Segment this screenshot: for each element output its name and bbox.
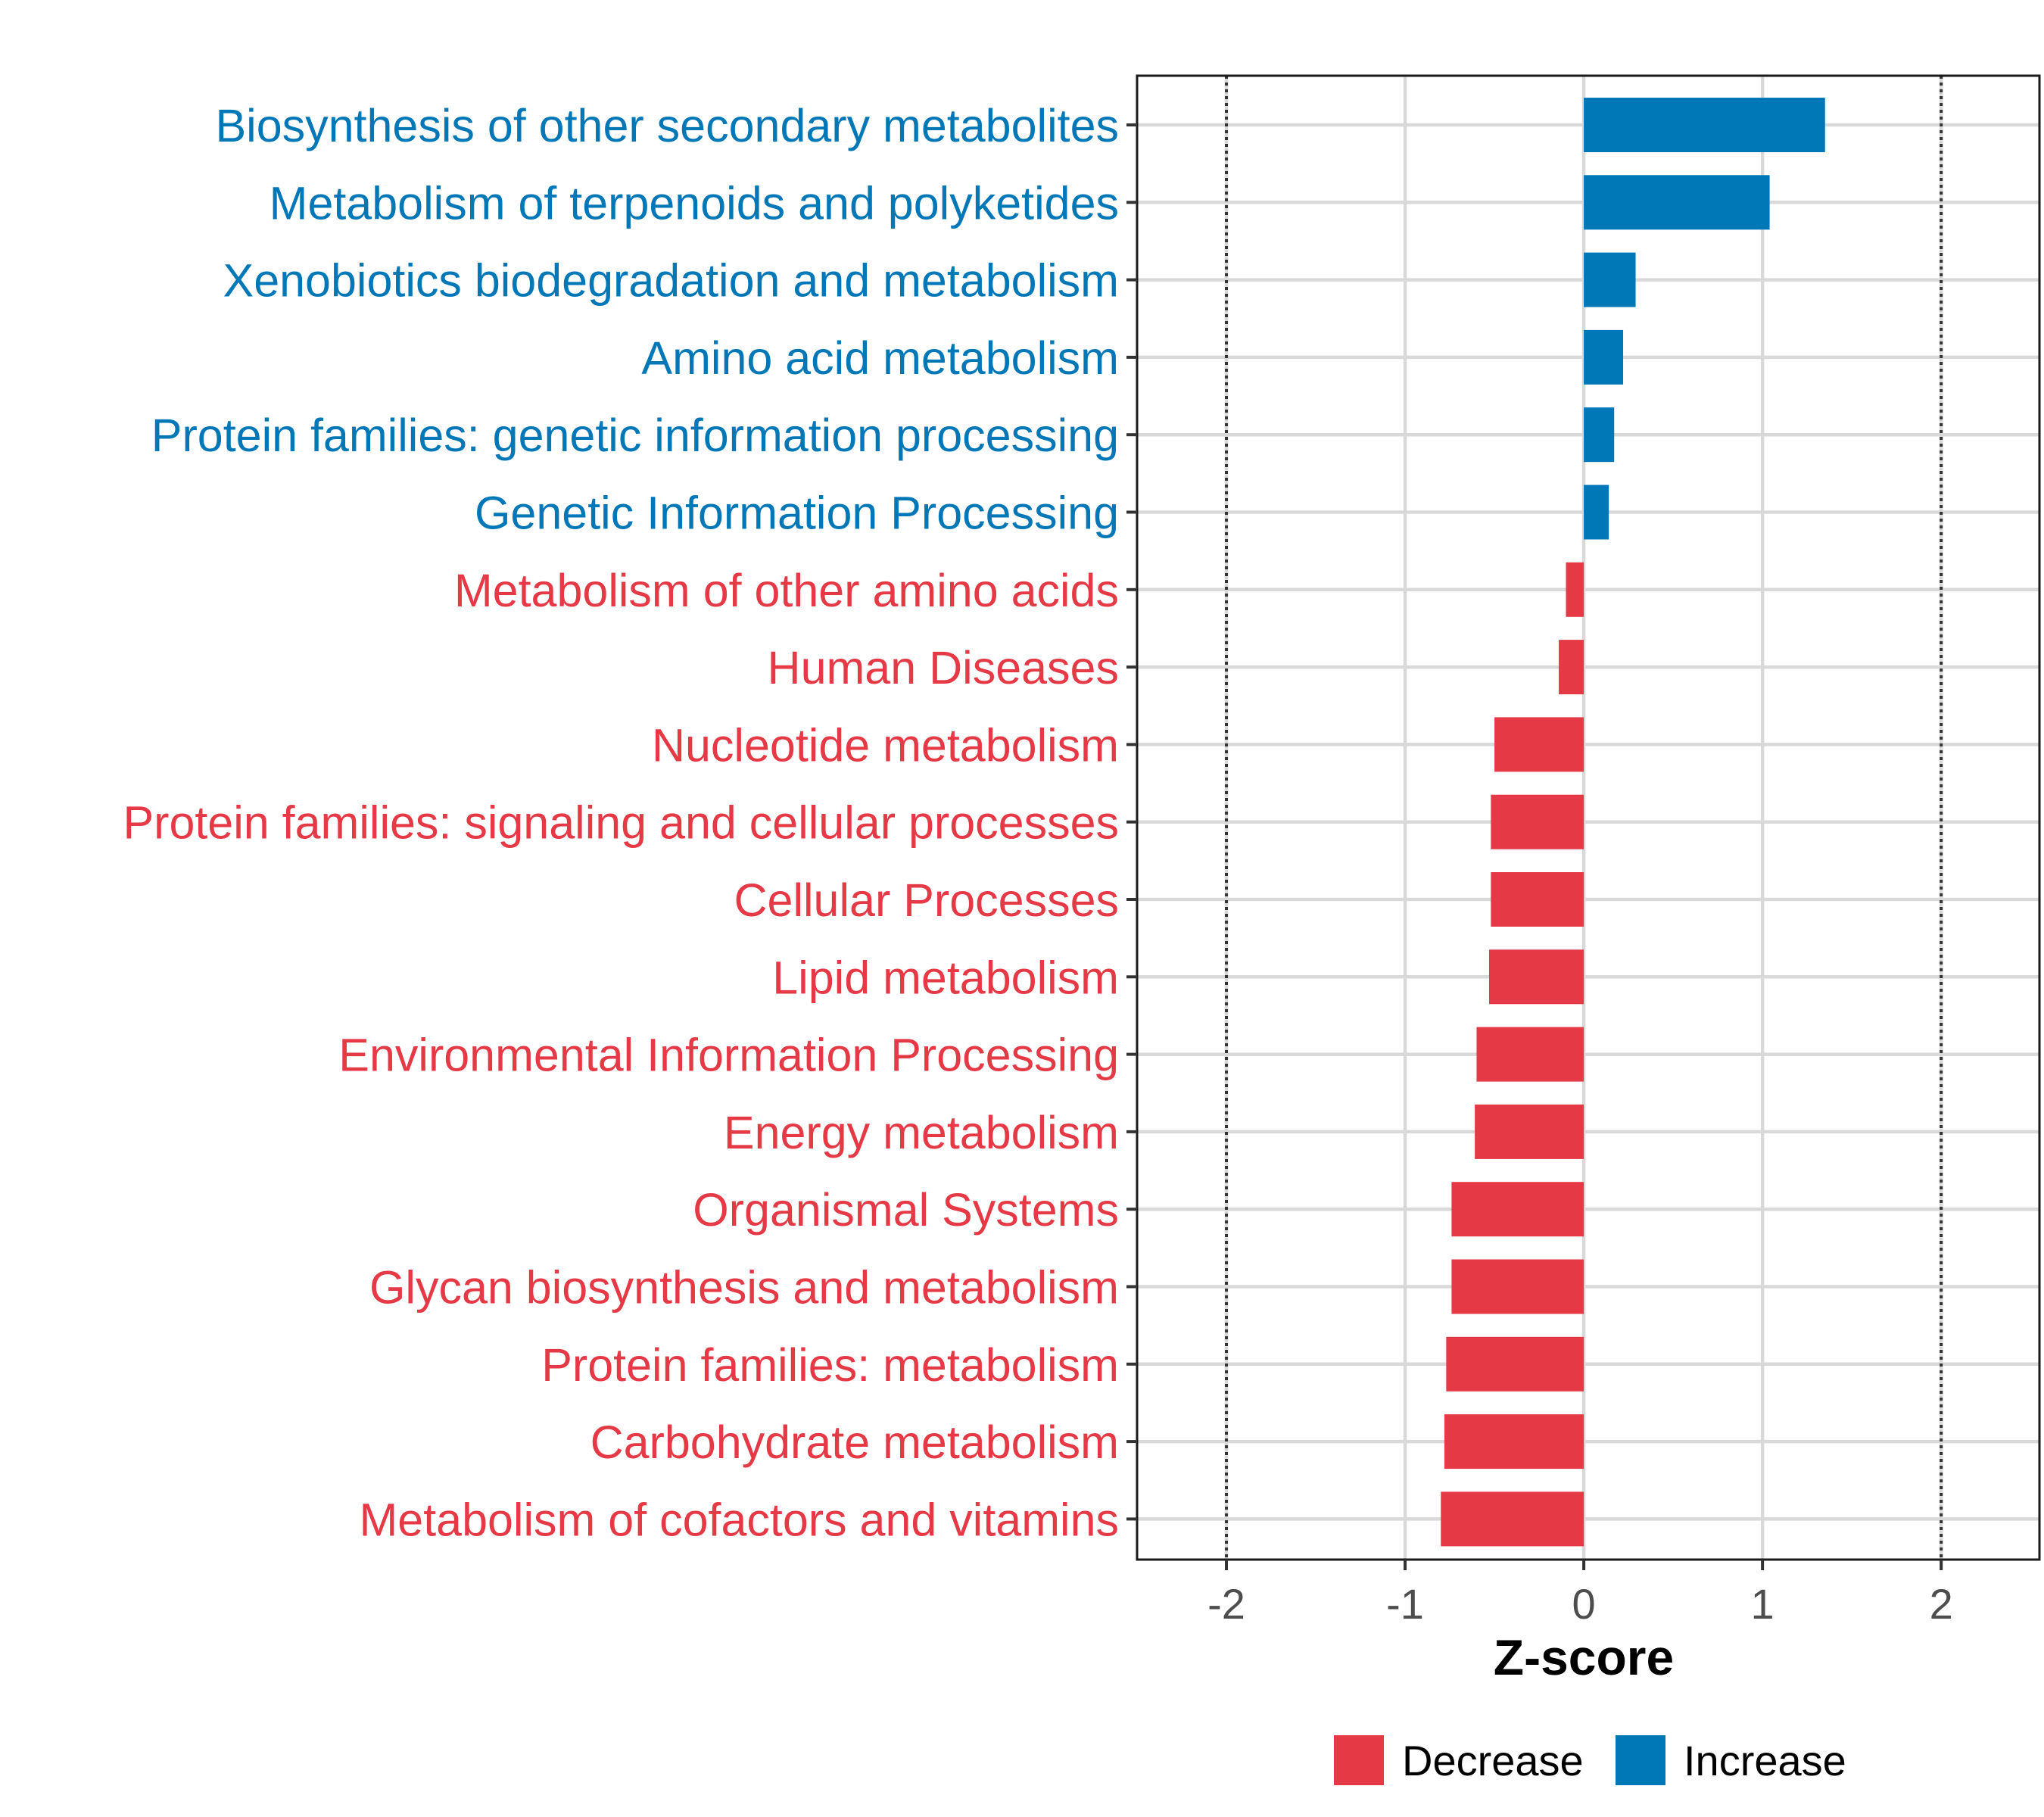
- bar-6: [1584, 485, 1609, 540]
- bar-2: [1584, 175, 1770, 230]
- category-label: Protein families: genetic information pr…: [151, 410, 1119, 461]
- bar-4: [1584, 329, 1624, 385]
- x-tick-label: 1: [1751, 1580, 1774, 1628]
- category-label: Metabolism of other amino acids: [454, 565, 1119, 616]
- category-label: Metabolism of terpenoids and polyketides: [270, 177, 1119, 229]
- category-label: Lipid metabolism: [772, 952, 1119, 1003]
- bar-9: [1494, 717, 1584, 772]
- x-tick-label: 2: [1930, 1580, 1953, 1628]
- bar-5: [1584, 407, 1615, 463]
- bar-11: [1491, 872, 1584, 927]
- axis-layer: Biosynthesis of other secondary metaboli…: [123, 74, 2041, 1628]
- bar-18: [1444, 1414, 1584, 1469]
- category-label: Energy metabolism: [724, 1107, 1119, 1158]
- bar-16: [1451, 1259, 1584, 1314]
- bar-7: [1566, 562, 1584, 617]
- bar-1: [1584, 98, 1825, 152]
- category-label: Amino acid metabolism: [641, 332, 1119, 384]
- bar-17: [1446, 1336, 1584, 1392]
- bar-19: [1441, 1491, 1584, 1547]
- x-axis-title: Z-score: [1494, 1629, 1674, 1685]
- category-label: Organismal Systems: [693, 1184, 1119, 1236]
- category-label: Environmental Information Processing: [338, 1030, 1119, 1081]
- category-label: Nucleotide metabolism: [652, 719, 1119, 771]
- category-label: Human Diseases: [768, 642, 1119, 693]
- legend-label-decrease: Decrease: [1402, 1737, 1584, 1784]
- category-label: Genetic Information Processing: [475, 488, 1119, 539]
- category-label: Xenobiotics biodegradation and metabolis…: [223, 255, 1119, 307]
- x-tick-label: -2: [1207, 1580, 1245, 1628]
- legend-key-decrease: [1334, 1735, 1384, 1785]
- bar-13: [1476, 1027, 1584, 1082]
- panel-border: [1136, 74, 2041, 1561]
- category-label: Protein families: metabolism: [541, 1339, 1119, 1391]
- category-label: Metabolism of cofactors and vitamins: [359, 1494, 1119, 1545]
- category-label: Protein families: signaling and cellular…: [123, 797, 1119, 849]
- bar-14: [1475, 1104, 1584, 1159]
- bar-10: [1491, 794, 1584, 849]
- category-label: Biosynthesis of other secondary metaboli…: [215, 100, 1119, 151]
- legend-label-increase: Increase: [1684, 1737, 1846, 1784]
- x-tick-label: 0: [1572, 1580, 1596, 1628]
- bar-15: [1451, 1182, 1584, 1237]
- x-tick-label: -1: [1386, 1580, 1424, 1628]
- legend: Decrease Increase: [1334, 1735, 1846, 1785]
- bar-12: [1488, 949, 1584, 1005]
- legend-key-increase: [1616, 1735, 1665, 1785]
- bar-8: [1559, 640, 1584, 695]
- category-label: Cellular Processes: [734, 874, 1119, 926]
- bar-layer: [1225, 76, 1943, 1560]
- bar-3: [1584, 252, 1636, 307]
- category-label: Glycan biosynthesis and metabolism: [369, 1262, 1119, 1314]
- category-label: Carbohydrate metabolism: [590, 1417, 1119, 1468]
